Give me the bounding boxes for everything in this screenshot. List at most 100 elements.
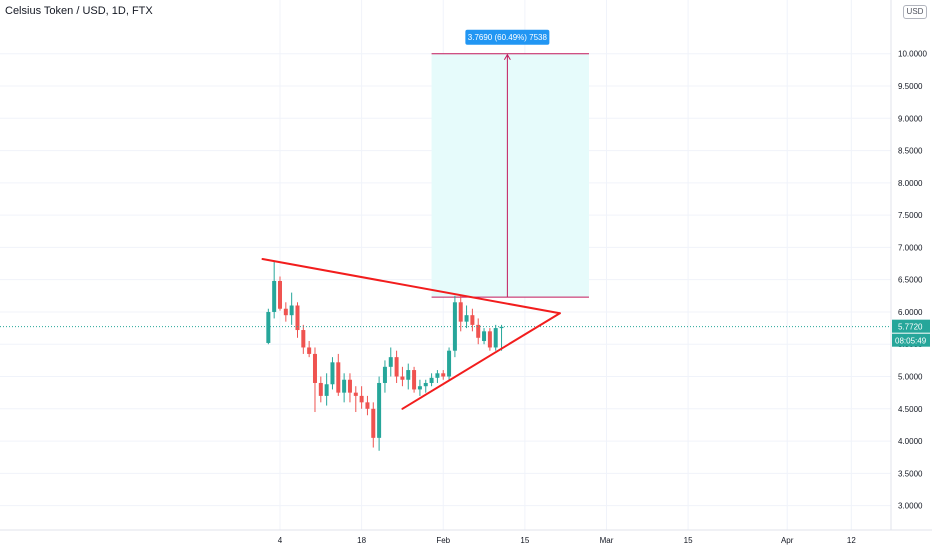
candle <box>272 261 277 319</box>
time-tick-label: 15 <box>684 536 693 545</box>
price-tick-label: 7.0000 <box>898 243 923 252</box>
candle-body <box>283 308 288 316</box>
candle <box>324 373 329 406</box>
candle <box>301 324 306 354</box>
candle <box>365 395 370 416</box>
candle-body <box>429 377 434 383</box>
candle <box>353 386 358 413</box>
candle <box>312 347 317 413</box>
candle <box>289 292 294 325</box>
candle <box>487 328 492 351</box>
candle-body <box>493 328 498 348</box>
price-tick-label: 4.5000 <box>898 405 923 414</box>
candle-body <box>458 302 463 322</box>
measure-arrow-head <box>503 53 511 60</box>
trendline-resistance[interactable] <box>261 258 561 315</box>
candle <box>429 373 434 387</box>
countdown-badge <box>892 333 930 347</box>
candle <box>388 347 393 377</box>
last-price-badge <box>892 319 930 333</box>
candle-body <box>482 331 487 342</box>
candle-body <box>342 379 347 393</box>
price-axis[interactable]: 3.00003.50004.00004.50005.00005.50006.00… <box>898 50 927 511</box>
candle <box>371 402 376 448</box>
candle <box>447 347 452 380</box>
measure-box <box>431 53 589 298</box>
time-tick-label: 15 <box>520 536 529 545</box>
candle <box>452 295 457 358</box>
candle <box>470 308 475 332</box>
candle <box>476 318 481 345</box>
time-axis[interactable]: 4 18 Feb 15 Mar 15 Apr 12 <box>278 536 857 545</box>
candle-body <box>441 373 446 377</box>
candle-body <box>452 302 457 351</box>
candle <box>464 305 469 329</box>
candle-body <box>412 370 417 390</box>
candle-body <box>470 315 475 325</box>
candle <box>377 376 382 451</box>
candle-body <box>447 350 452 377</box>
candle-body <box>394 357 399 377</box>
candle <box>336 353 341 396</box>
candle <box>359 386 364 409</box>
candle-body <box>487 331 492 348</box>
candle-body <box>476 324 481 338</box>
candle <box>342 373 347 403</box>
candle <box>441 370 446 380</box>
candle-body <box>382 366 387 383</box>
trendline-support[interactable] <box>401 312 561 410</box>
candle-body <box>388 357 393 367</box>
time-tick-label: Apr <box>781 536 794 545</box>
measure-label: 3.7690 (60.49%) 7538 <box>468 33 548 42</box>
candle-body <box>272 280 277 312</box>
last-price-label: 5.7720 <box>898 323 923 332</box>
price-tick-label: 6.0000 <box>898 308 923 317</box>
price-tick-label: 10.0000 <box>898 50 927 59</box>
time-tick-label: 12 <box>847 536 856 545</box>
candle <box>318 376 323 403</box>
candle-body <box>347 379 352 393</box>
candle-body <box>406 370 411 380</box>
candle <box>412 366 417 393</box>
candles-group <box>266 261 504 451</box>
candle-body <box>359 395 364 403</box>
candle <box>400 366 405 387</box>
symbol-title: Celsius Token / USD, 1D, FTX <box>5 5 153 17</box>
candle <box>382 360 387 393</box>
price-tick-label: 3.5000 <box>898 469 923 478</box>
price-tick-label: 9.0000 <box>898 114 923 123</box>
time-tick-label: 18 <box>357 536 366 545</box>
candle <box>406 363 411 390</box>
candle-body <box>295 305 300 331</box>
time-tick-label: Mar <box>600 536 614 545</box>
candle-body <box>400 376 405 380</box>
price-tick-label: 7.5000 <box>898 211 923 220</box>
candle <box>330 357 335 390</box>
candle-body <box>417 386 422 390</box>
price-tick-label: 4.0000 <box>898 437 923 446</box>
candle <box>482 328 487 345</box>
price-tick-label: 9.5000 <box>898 82 923 91</box>
measure-label-badge <box>465 29 550 45</box>
currency-button[interactable]: USD <box>903 5 927 19</box>
price-tick-label: 8.0000 <box>898 179 923 188</box>
candle-body <box>330 362 335 385</box>
time-tick-label: Feb <box>436 536 450 545</box>
candle-body <box>371 408 376 438</box>
candle-body <box>289 305 294 316</box>
candle <box>266 308 271 345</box>
candle-body <box>301 330 306 348</box>
candle-body <box>318 382 323 396</box>
candle <box>423 379 428 393</box>
candle-body <box>266 311 271 343</box>
candle <box>417 379 422 396</box>
candle <box>435 370 440 383</box>
candle <box>394 350 399 383</box>
candle-body <box>499 326 504 329</box>
candle-body <box>336 362 341 393</box>
countdown-label: 08:05:49 <box>895 337 927 346</box>
time-tick-label: 4 <box>278 536 283 545</box>
candle <box>347 373 352 403</box>
price-tick-label: 3.0000 <box>898 502 923 511</box>
